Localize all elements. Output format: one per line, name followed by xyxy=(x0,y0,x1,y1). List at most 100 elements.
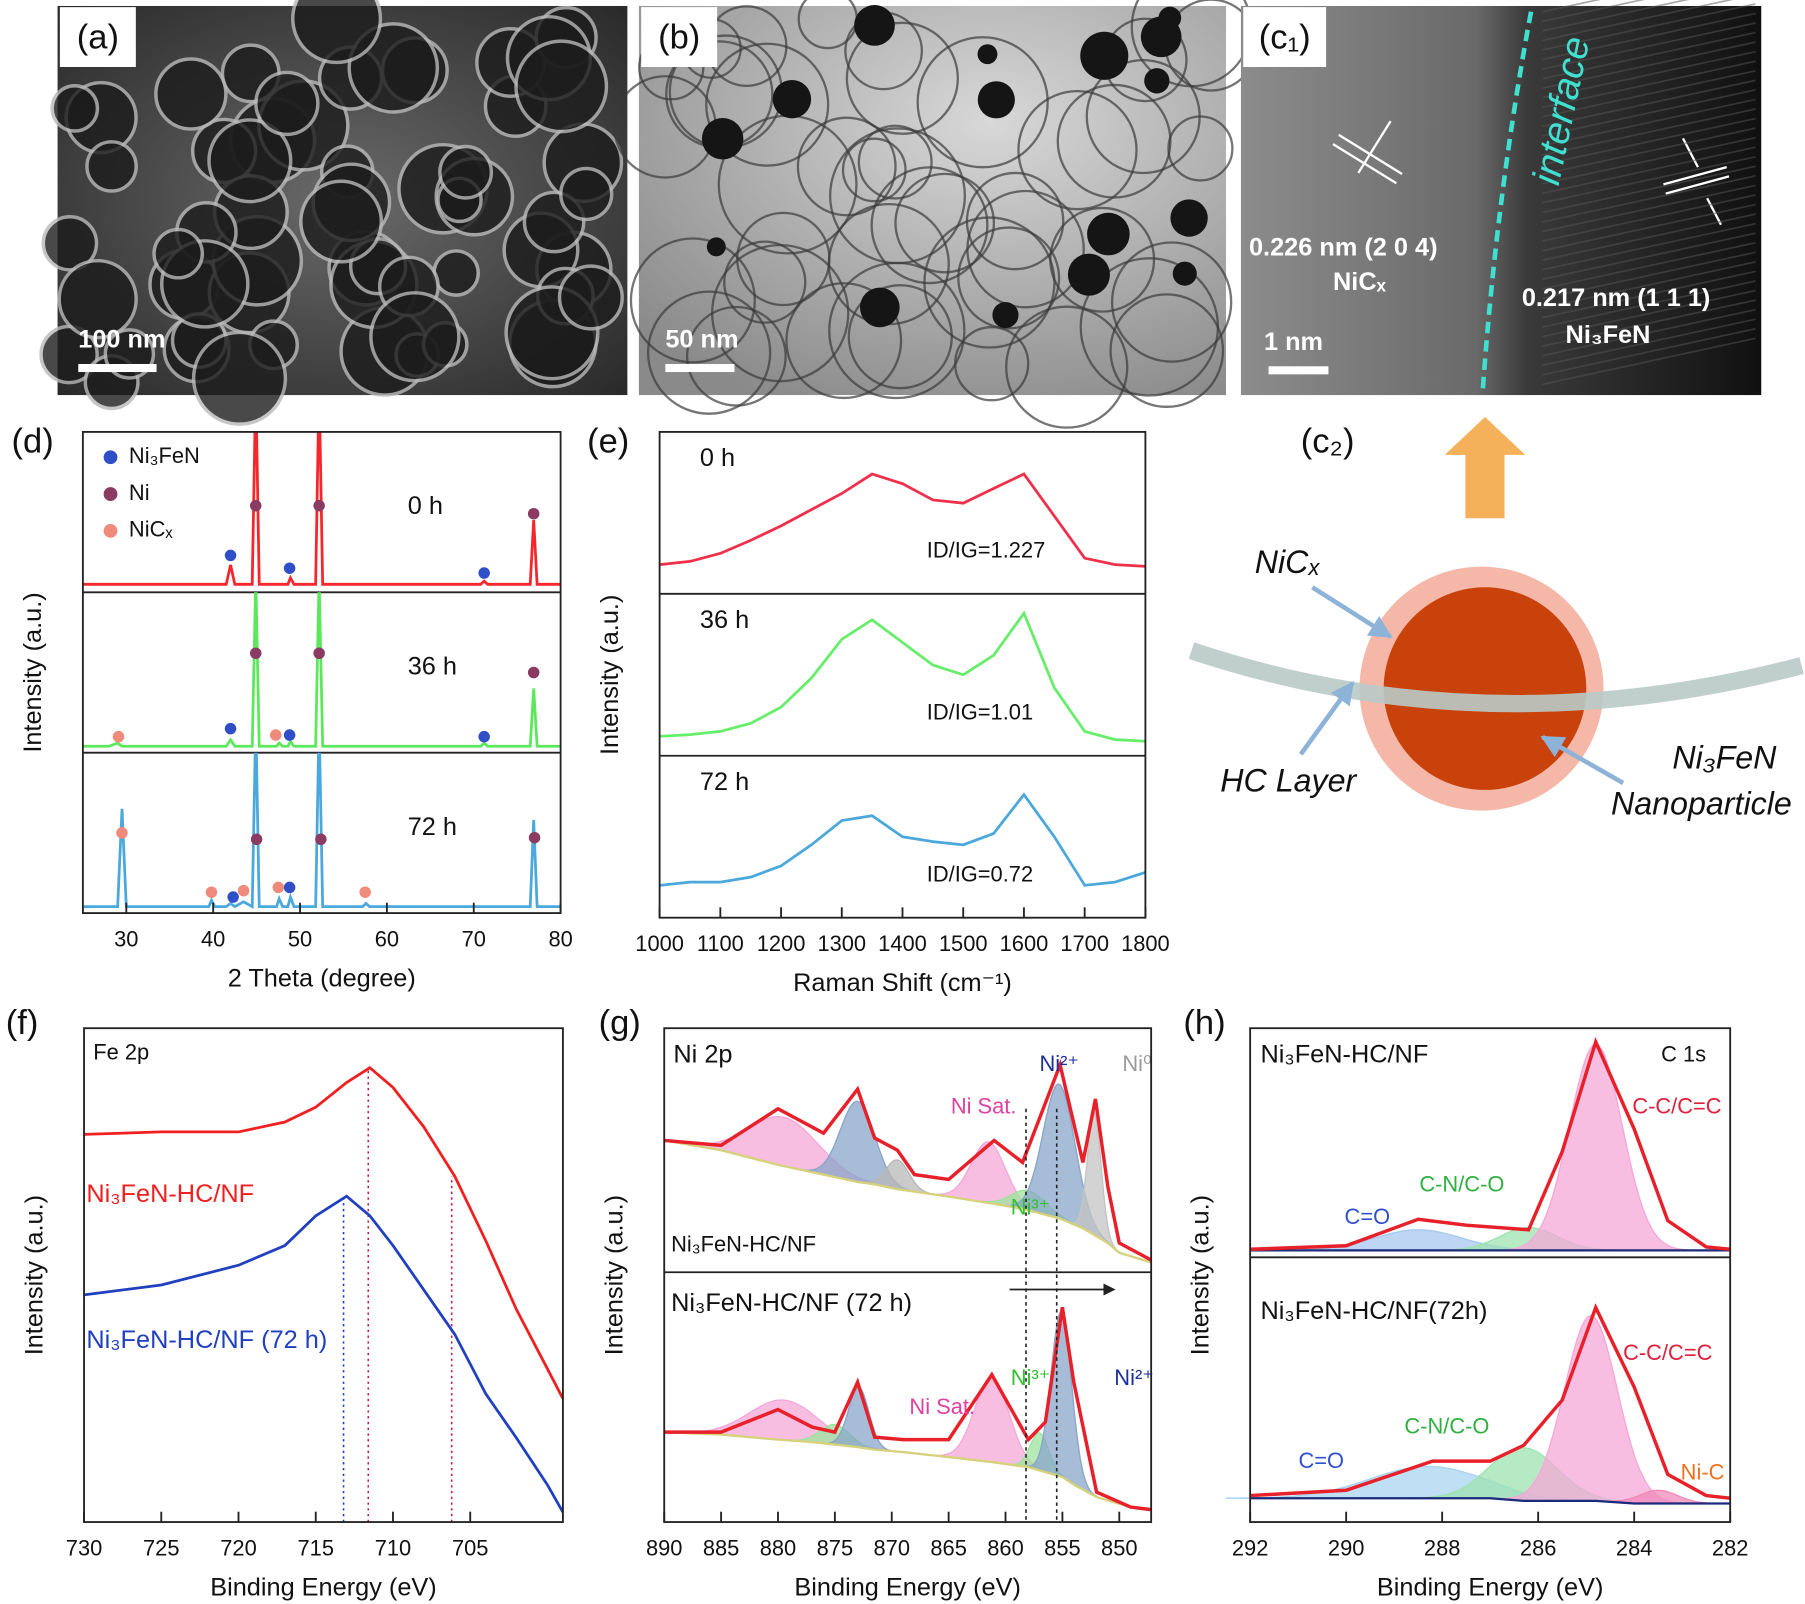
phase-marker xyxy=(224,722,237,735)
peak-label: Ni₃FeN-HC/NF xyxy=(1261,1041,1429,1069)
annotation: Ni₃FeN xyxy=(1566,321,1651,349)
background-line xyxy=(664,1430,1152,1511)
envelope-line xyxy=(664,1306,1152,1512)
panel-label-bg xyxy=(1243,7,1327,67)
lattice-fringe xyxy=(1542,3,1756,51)
pore xyxy=(369,291,461,383)
lattice-fringe xyxy=(1542,213,1756,261)
peak-label: Ni₃FeN-HC/NF (72 h) xyxy=(671,1289,912,1317)
lattice-fringe xyxy=(1542,108,1756,156)
panel-label: (f) xyxy=(6,1004,39,1042)
panel-label: (e) xyxy=(587,423,629,461)
lattice-fringe xyxy=(1542,127,1756,176)
phase-marker xyxy=(313,499,325,512)
x-tick-label: 30 xyxy=(114,926,138,951)
pore xyxy=(254,70,320,137)
phase-marker xyxy=(283,881,296,894)
schematic-label: HC Layer xyxy=(1220,763,1357,799)
phase-marker xyxy=(315,833,327,846)
carbon-shell xyxy=(1056,83,1172,199)
phase-marker xyxy=(116,827,128,839)
panel-label-bg xyxy=(641,7,718,67)
y-axis-label: Intensity (a.u.) xyxy=(1186,1195,1214,1355)
pore xyxy=(207,118,293,204)
peak-label: Ni³⁺ xyxy=(1011,1365,1050,1390)
panel-label: (c₁) xyxy=(1259,18,1311,56)
nanoparticle xyxy=(1140,16,1182,58)
carbon-shell xyxy=(1049,206,1156,313)
hc-layer xyxy=(1188,642,1804,713)
series-label: Ni₃FeN-HC/NF (72 h) xyxy=(86,1326,327,1354)
carbon-shell xyxy=(723,240,807,324)
pore xyxy=(57,258,138,340)
lattice-fringe xyxy=(1542,270,1756,319)
plot-frame xyxy=(81,430,562,915)
x-tick-label: 710 xyxy=(375,1535,411,1560)
y-axis-label: Intensity (a.u.) xyxy=(601,1195,629,1355)
nanoparticle xyxy=(1067,253,1110,296)
x-tick-label: 860 xyxy=(987,1535,1023,1560)
lattice-fringe xyxy=(1542,299,1756,347)
legend-label: Ni xyxy=(129,480,150,505)
lattice-fringe xyxy=(1542,69,1756,118)
legend-marker xyxy=(103,487,118,501)
lattice-fringe xyxy=(1542,0,1690,32)
nanoparticle xyxy=(1172,261,1197,286)
peak-label: Ni⁰ xyxy=(1122,1051,1151,1076)
carbon-shell xyxy=(629,237,756,364)
schematic xyxy=(1188,416,1804,811)
lattice-fringe xyxy=(1542,241,1756,290)
image-bg xyxy=(638,5,1226,396)
spectrum-line xyxy=(82,592,561,748)
lattice-fringe xyxy=(1542,261,1756,309)
phase-marker xyxy=(227,891,239,903)
x-tick-label: 40 xyxy=(201,926,225,951)
scale-bar-label: 1 nm xyxy=(1264,328,1323,356)
peak-label: Ni³⁺ xyxy=(1011,1195,1050,1220)
phase-marker xyxy=(250,833,263,846)
pointer-arrows xyxy=(1298,585,1625,786)
series-label: 36 h xyxy=(408,652,457,680)
lattice-fringe xyxy=(1542,289,1756,338)
background-line xyxy=(664,1139,1152,1264)
panel-label: (c₂) xyxy=(1301,423,1355,461)
x-tick-label: 1400 xyxy=(878,931,927,956)
peak-label: Ni²⁺ xyxy=(1039,1051,1078,1076)
phase-marker xyxy=(283,729,296,741)
pore xyxy=(291,0,383,65)
peak-label: C-C/C=C xyxy=(1632,1093,1721,1118)
panel-label: (d) xyxy=(12,423,54,461)
series-label: 36 h xyxy=(700,606,749,634)
lattice-fringe xyxy=(1542,0,1601,13)
lattice-fringe xyxy=(1542,203,1756,252)
phase-marker xyxy=(283,562,296,574)
spectrum-line xyxy=(83,1194,565,1513)
peak-label: C=O xyxy=(1345,1204,1391,1229)
ratio-label: ID/IG=1.227 xyxy=(927,538,1045,563)
nanoparticle xyxy=(1080,31,1129,80)
pore xyxy=(41,214,99,272)
hrtem-image xyxy=(1240,0,1762,396)
nanoparticle xyxy=(706,237,726,257)
lattice-fringe xyxy=(1542,41,1756,90)
lattice-fringe xyxy=(1542,280,1756,328)
lattice-fringe xyxy=(1542,0,1646,23)
series-label: Ni₃FeN-HC/NF xyxy=(86,1180,254,1208)
x-tick-label: 60 xyxy=(375,926,399,951)
x-tick-label: 715 xyxy=(298,1535,334,1560)
nanoparticle xyxy=(854,5,895,46)
x-tick-label: 1200 xyxy=(757,931,806,956)
lattice-fringe xyxy=(1542,117,1756,166)
phase-marker xyxy=(249,499,262,512)
legend-label: NiCₓ xyxy=(129,517,173,542)
spectrum-line xyxy=(83,1065,565,1400)
panel-label: (a) xyxy=(77,18,119,56)
up-arrow xyxy=(1444,416,1526,519)
peak-label: Ni 2p xyxy=(673,1041,732,1069)
x-tick-label: 730 xyxy=(66,1535,102,1560)
x-tick-label: 70 xyxy=(462,926,486,951)
peak-label: C-N/C-O xyxy=(1419,1172,1504,1197)
charts: 0 h 36 h 72 h Ni₃FeN Ni NiCₓ 30 40 50 60 70 80 2 The… xyxy=(6,423,1749,1602)
peak-label: Ni Sat. xyxy=(909,1394,975,1419)
